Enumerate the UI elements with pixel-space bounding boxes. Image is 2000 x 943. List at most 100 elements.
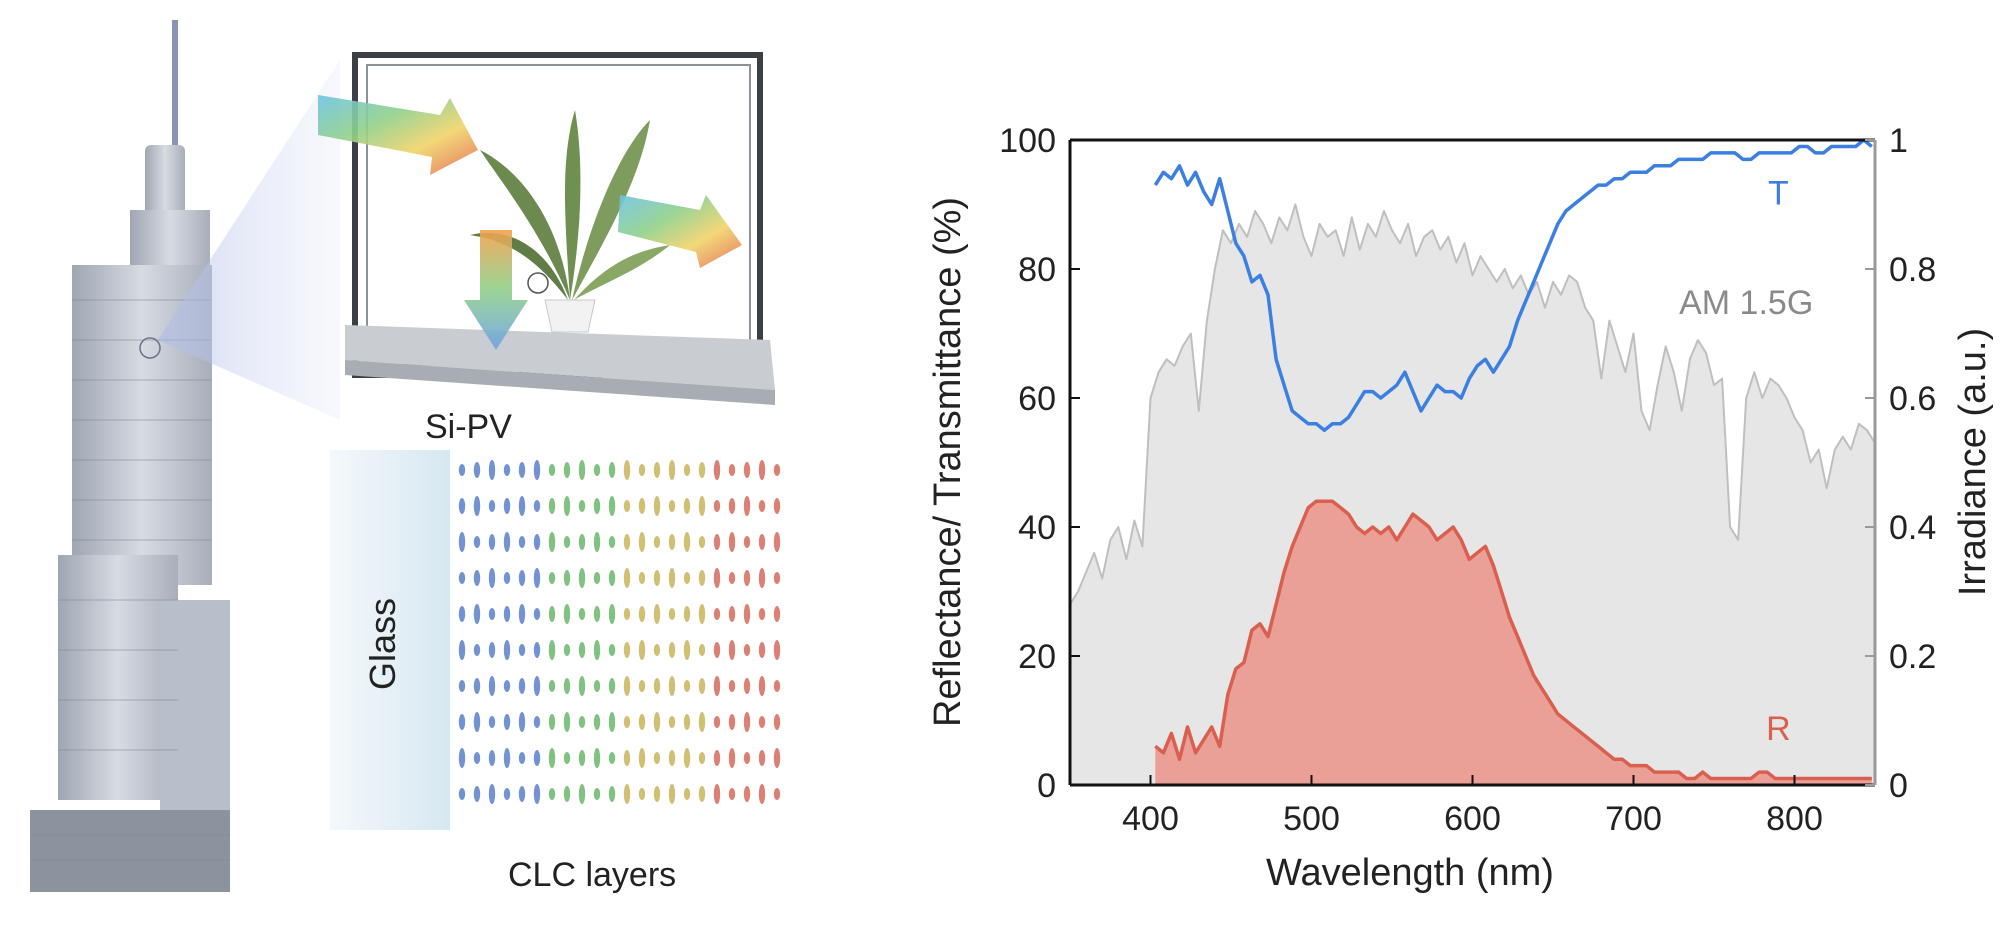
clc-molecule bbox=[713, 608, 721, 620]
clc-molecule bbox=[593, 532, 601, 552]
plot-series bbox=[1069, 138, 1876, 785]
clc-molecule bbox=[503, 464, 511, 476]
clc-molecule bbox=[683, 572, 691, 584]
clc-molecule bbox=[653, 644, 661, 656]
clc-molecule bbox=[758, 750, 766, 766]
clc-molecule bbox=[578, 750, 586, 766]
clc-molecule bbox=[728, 498, 736, 514]
clc-molecule bbox=[503, 606, 511, 622]
clc-molecule bbox=[698, 496, 706, 516]
clc-molecule bbox=[638, 606, 646, 622]
clc-molecule bbox=[728, 572, 736, 584]
clc-molecule bbox=[578, 676, 586, 696]
clc-molecule bbox=[713, 676, 721, 696]
clc-molecule bbox=[623, 716, 631, 728]
clc-molecule bbox=[773, 606, 781, 622]
clc-molecule bbox=[653, 786, 661, 802]
clc-molecule bbox=[578, 534, 586, 550]
clc-molecule bbox=[563, 604, 571, 624]
pv-label: Si-PV bbox=[425, 408, 512, 446]
clc-molecule bbox=[503, 572, 511, 584]
window-frame bbox=[345, 52, 775, 405]
clc-molecule bbox=[713, 500, 721, 512]
plant bbox=[470, 110, 670, 333]
clc-molecule bbox=[758, 784, 766, 804]
clc-molecule bbox=[683, 788, 691, 800]
clc-molecule bbox=[728, 714, 736, 730]
clc-molecule bbox=[668, 534, 676, 550]
clc-molecule bbox=[623, 534, 631, 550]
clc-molecule bbox=[698, 536, 706, 548]
clc-molecule bbox=[488, 500, 496, 512]
clc-molecule bbox=[608, 786, 616, 802]
clc-layers bbox=[458, 460, 781, 804]
clc-molecule bbox=[668, 500, 676, 512]
clc-molecule bbox=[743, 462, 751, 478]
clc-molecule bbox=[488, 676, 496, 696]
spectrum-chart: 400 500 600 700 800 0 20 40 60 80 100 0 0.2 0.4 0.6 0.8… bbox=[927, 122, 1994, 894]
clc-molecule bbox=[563, 536, 571, 548]
clc-molecule bbox=[743, 678, 751, 694]
clc-molecule bbox=[473, 604, 481, 624]
clc-molecule bbox=[698, 570, 706, 586]
clc-molecule bbox=[728, 464, 736, 476]
y-tick-label: 40 bbox=[1018, 509, 1056, 547]
clc-molecule bbox=[713, 534, 721, 550]
clc-molecule bbox=[488, 608, 496, 620]
clc-molecule bbox=[578, 500, 586, 512]
clc-molecule bbox=[668, 716, 676, 728]
clc-molecule bbox=[548, 606, 556, 622]
clc-molecule bbox=[518, 604, 526, 624]
clc-molecule bbox=[698, 644, 706, 656]
clc-molecule bbox=[608, 712, 616, 732]
clc-molecule bbox=[758, 676, 766, 696]
clc-molecule bbox=[488, 534, 496, 550]
clc-molecule bbox=[548, 714, 556, 730]
clc-molecule bbox=[503, 680, 511, 692]
clc-molecule bbox=[533, 676, 541, 696]
x-tick-label: 600 bbox=[1444, 800, 1501, 838]
y-axis-label: Reflectance/ Transmittance (%) bbox=[927, 197, 969, 727]
clc-molecule bbox=[713, 716, 721, 728]
clc-molecule bbox=[563, 786, 571, 802]
clc-molecule bbox=[608, 604, 616, 624]
clc-molecule bbox=[683, 606, 691, 622]
y-tick-label: 80 bbox=[1018, 251, 1056, 289]
clc-molecule bbox=[653, 462, 661, 478]
clc-molecule bbox=[488, 716, 496, 728]
clc-molecule bbox=[758, 642, 766, 658]
clc-molecule bbox=[563, 570, 571, 586]
clc-molecule bbox=[683, 464, 691, 476]
clc-molecule bbox=[773, 680, 781, 692]
clc-molecule bbox=[698, 678, 706, 694]
clc-molecule bbox=[503, 748, 511, 768]
clc-molecule bbox=[533, 716, 541, 728]
clc-molecule bbox=[593, 748, 601, 768]
y2-tick-label: 0.4 bbox=[1889, 509, 1936, 547]
clc-molecule bbox=[773, 532, 781, 552]
y-tick-label: 100 bbox=[999, 122, 1056, 160]
clc-molecule bbox=[533, 460, 541, 480]
clc-molecule bbox=[593, 572, 601, 584]
clc-molecule bbox=[533, 534, 541, 550]
clc-molecule bbox=[728, 788, 736, 800]
clc-molecule bbox=[548, 680, 556, 692]
clc-molecule bbox=[533, 784, 541, 804]
clc-molecule bbox=[518, 712, 526, 732]
clc-molecule bbox=[533, 642, 541, 658]
clc-molecule bbox=[623, 676, 631, 696]
x-tick-label: 500 bbox=[1283, 800, 1340, 838]
clc-molecule bbox=[773, 498, 781, 514]
clc-molecule bbox=[758, 608, 766, 620]
annotation-r: R bbox=[1766, 710, 1791, 748]
clc-molecule bbox=[548, 532, 556, 552]
clc-molecule bbox=[458, 572, 466, 584]
clc-molecule bbox=[623, 608, 631, 620]
clc-molecule bbox=[473, 462, 481, 478]
clc-molecule bbox=[563, 496, 571, 516]
clc-molecule bbox=[623, 568, 631, 588]
clc-molecule bbox=[683, 498, 691, 514]
clc-molecule bbox=[623, 784, 631, 804]
clc-molecule bbox=[638, 788, 646, 800]
clc-molecule bbox=[593, 788, 601, 800]
